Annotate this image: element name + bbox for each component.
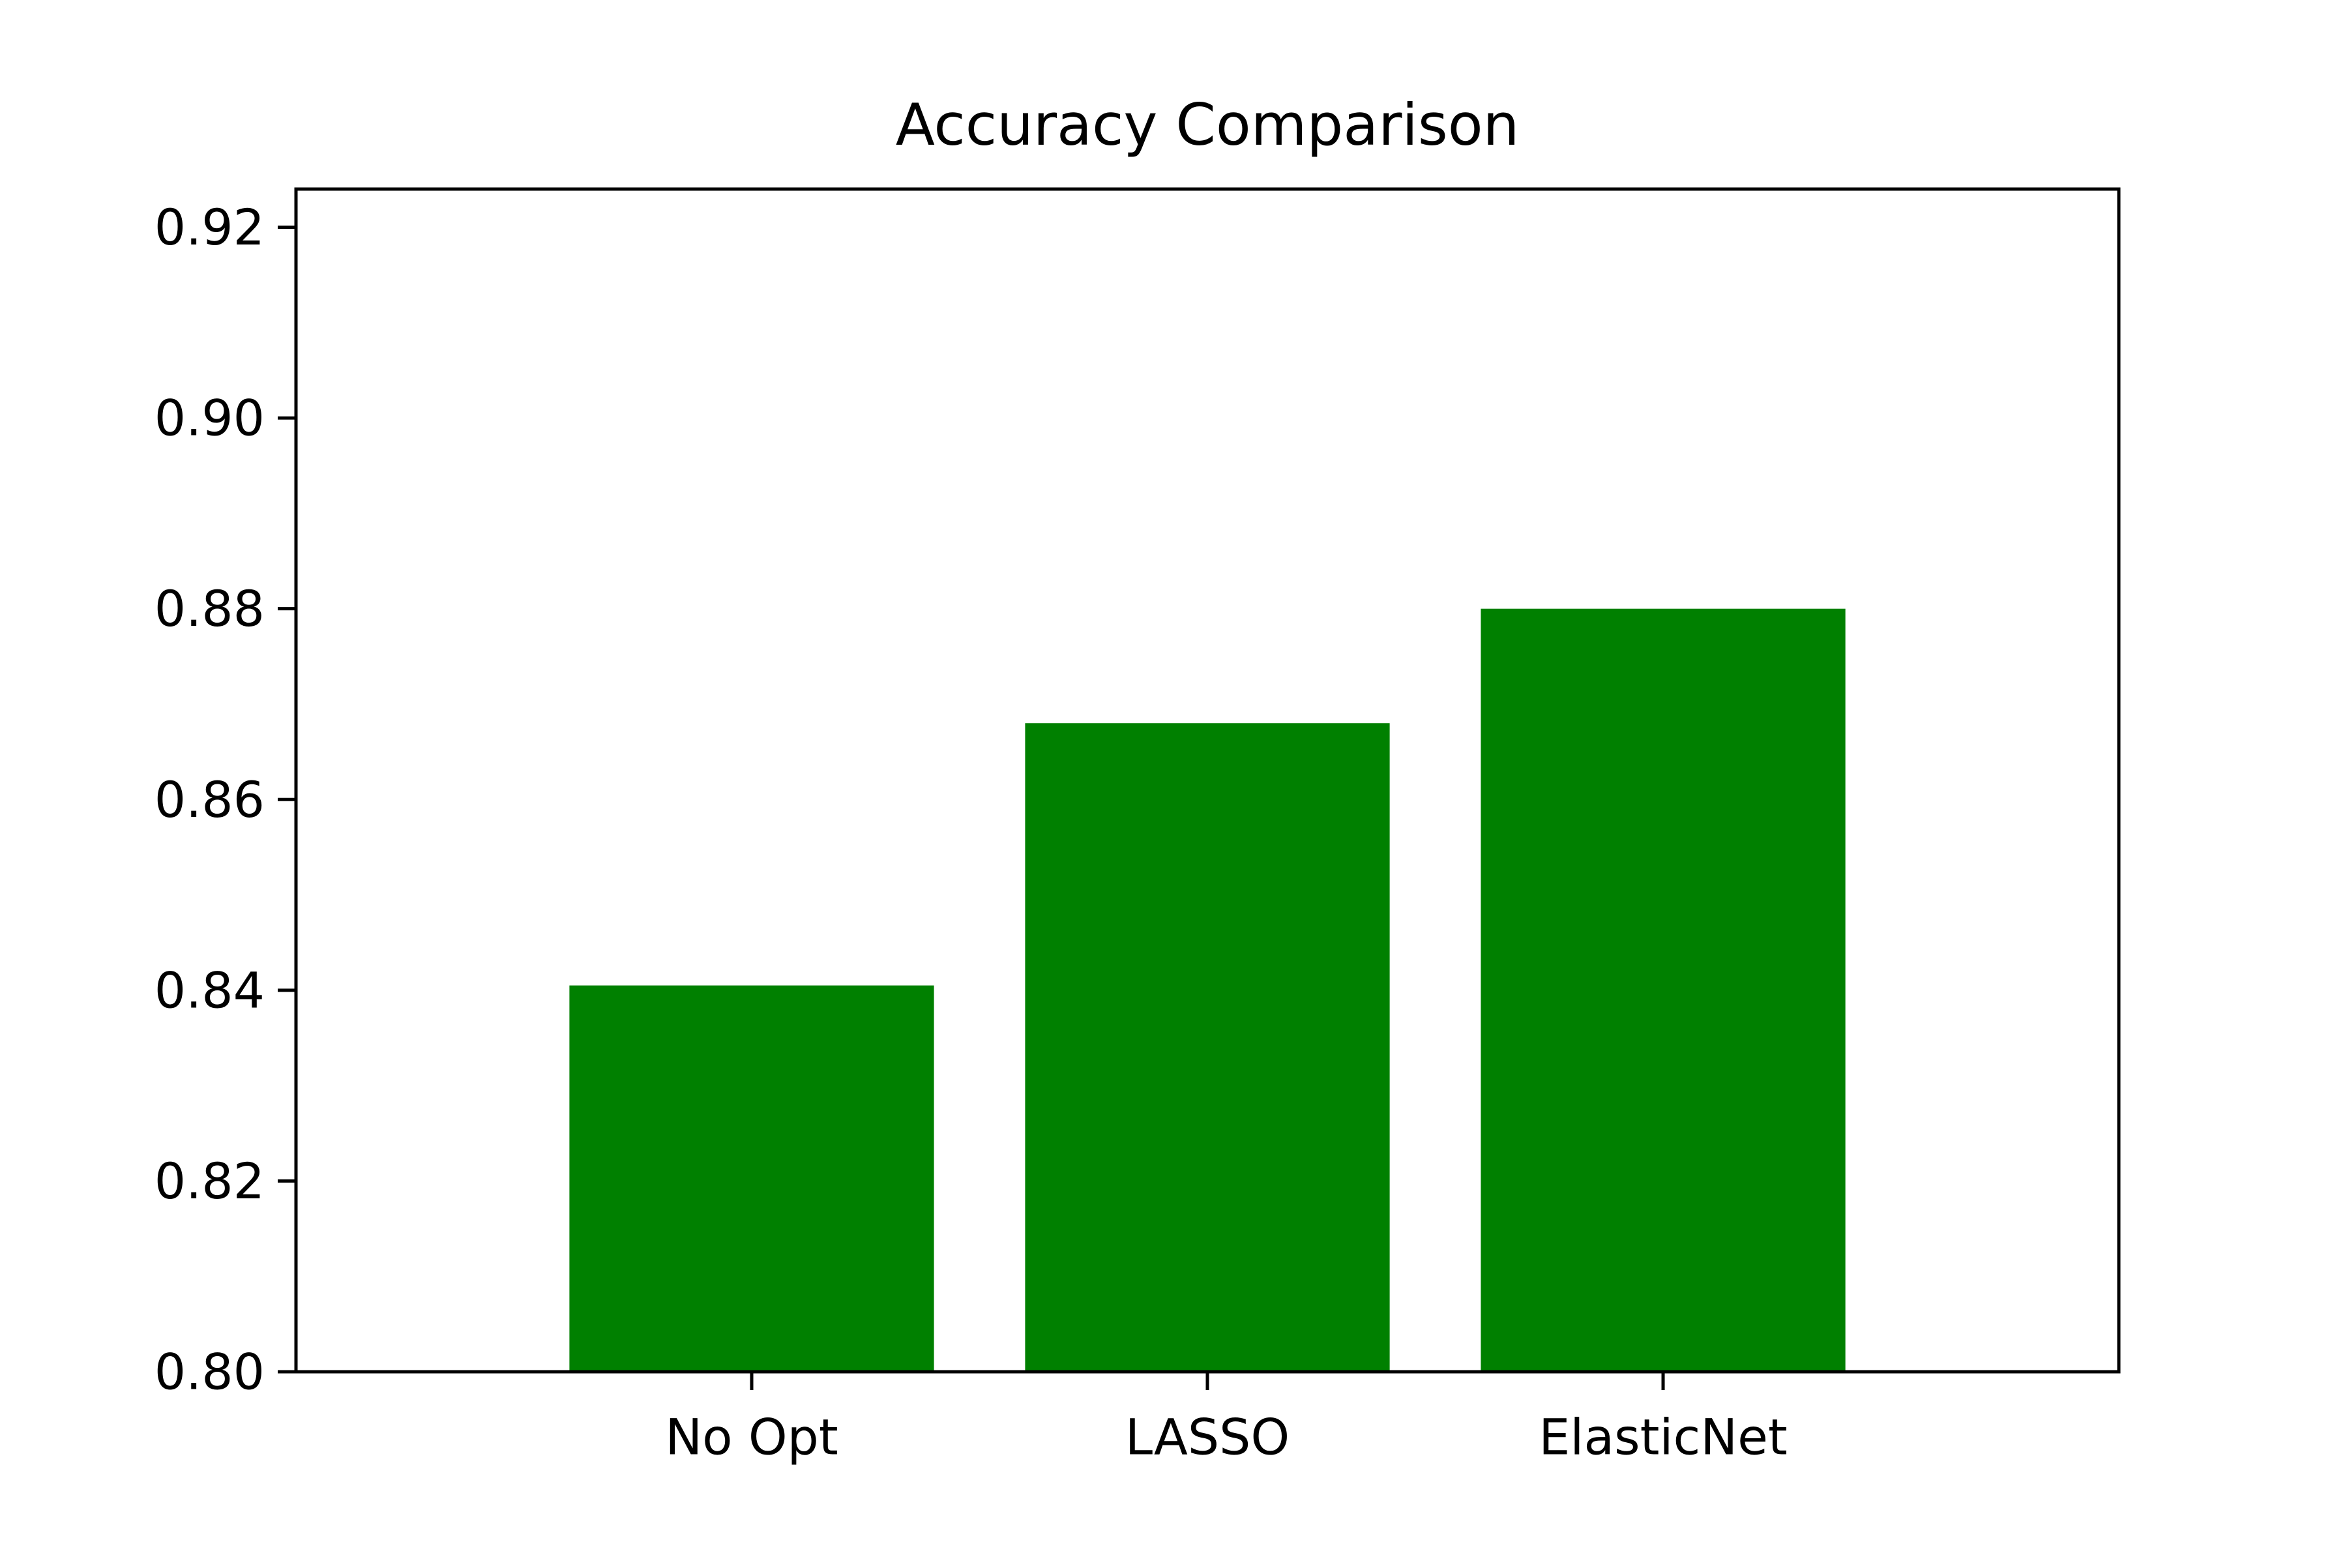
chart-title: Accuracy Comparison <box>896 91 1520 158</box>
x-axis: No Opt LASSO ElasticNet <box>665 1372 1788 1466</box>
y-tick-label: 0.90 <box>155 389 265 447</box>
x-tick-label: LASSO <box>1125 1408 1290 1466</box>
y-tick-label: 0.86 <box>155 771 265 829</box>
bar-elasticnet <box>1481 608 1846 1372</box>
y-axis: 0.80 0.82 0.84 0.86 0.88 0.90 0.92 <box>155 198 296 1401</box>
x-tick-label: No Opt <box>665 1408 838 1466</box>
plot-frame <box>294 187 2121 1374</box>
x-tick-label: ElasticNet <box>1539 1408 1787 1466</box>
y-tick-label: 0.92 <box>155 198 265 256</box>
y-tick-label: 0.88 <box>155 580 265 638</box>
y-tick-label: 0.82 <box>155 1152 265 1210</box>
bars-layer <box>569 608 1846 1372</box>
y-tick-label: 0.80 <box>155 1343 265 1401</box>
y-tick-label: 0.84 <box>155 961 265 1019</box>
bar-no-opt <box>569 985 934 1372</box>
bar-lasso <box>1025 723 1390 1372</box>
